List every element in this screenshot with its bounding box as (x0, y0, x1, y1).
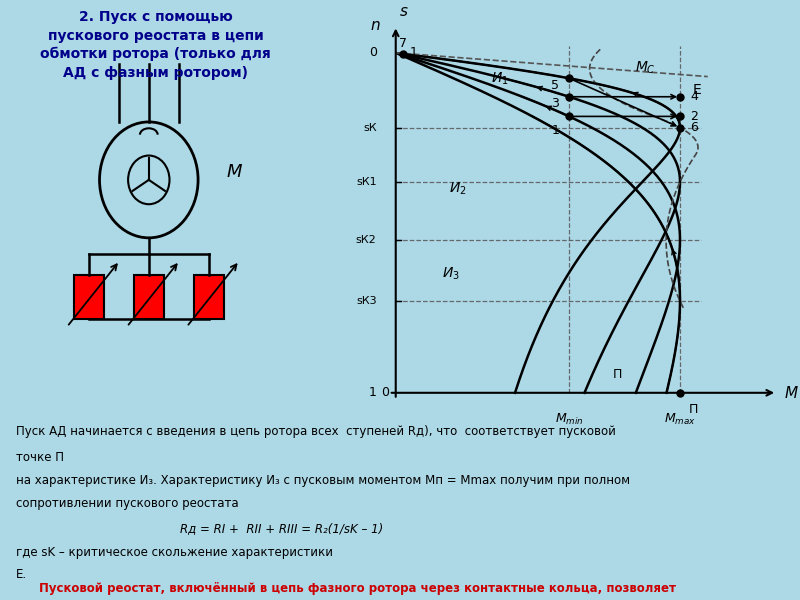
Text: $M_C$: $M_C$ (635, 60, 656, 76)
Text: П: П (613, 368, 622, 380)
Text: 0: 0 (381, 386, 389, 400)
Text: М: М (226, 163, 242, 181)
Text: 1: 1 (551, 124, 559, 137)
Text: на характеристике И₃. Характеристику И₃ с пусковым моментом Мп = Мmax получим пр: на характеристике И₃. Характеристику И₃ … (16, 474, 630, 487)
Text: 3: 3 (551, 97, 559, 110)
Bar (194, 275, 224, 319)
Text: $M_{max}$: $M_{max}$ (664, 412, 696, 427)
Text: 0: 0 (369, 46, 377, 59)
Text: Пусковой реостат, включённый в цепь фазного ротора через контактные кольца, позв: Пусковой реостат, включённый в цепь фазн… (39, 582, 676, 595)
Text: sК2: sК2 (356, 235, 377, 245)
Text: $s$: $s$ (399, 4, 409, 19)
Text: 4: 4 (690, 90, 698, 103)
Text: 7: 7 (399, 37, 407, 50)
Bar (134, 275, 164, 319)
Text: Пуск АД начинается с введения в цепь ротора всех  ступеней Rд), что  соответству: Пуск АД начинается с введения в цепь рот… (16, 425, 616, 439)
Text: И$_2$: И$_2$ (450, 181, 467, 197)
Text: И$_3$: И$_3$ (442, 266, 460, 282)
Text: 2. Пуск с помощью
пускового реостата в цепи
обмотки ротора (только для
АД с фазн: 2. Пуск с помощью пускового реостата в ц… (41, 10, 271, 80)
Text: 6: 6 (690, 121, 698, 134)
Text: 5: 5 (551, 79, 559, 92)
Text: $n$: $n$ (370, 18, 380, 33)
Text: sК: sК (363, 122, 377, 133)
Text: П: П (689, 403, 698, 416)
Text: E: E (693, 83, 702, 97)
Text: $M$: $M$ (784, 385, 798, 401)
Text: Rд = RІ +  RІІ + RІІІ = R₂(1/sK – 1): Rд = RІ + RІІ + RІІІ = R₂(1/sK – 1) (181, 523, 384, 536)
Text: 1: 1 (369, 386, 377, 400)
Text: точке П: точке П (16, 451, 64, 464)
Text: sК1: sК1 (356, 177, 377, 187)
Text: И$_1$: И$_1$ (491, 70, 509, 86)
Text: 2: 2 (690, 110, 698, 123)
Text: $M_{min}$: $M_{min}$ (554, 412, 583, 427)
Text: где sK – критическое скольжение характеристики: где sK – критическое скольжение характер… (16, 546, 333, 559)
Text: сопротивлении пускового реостата: сопротивлении пускового реостата (16, 497, 238, 511)
Text: Е.: Е. (16, 568, 27, 581)
Text: 1: 1 (410, 46, 418, 59)
Bar (74, 275, 104, 319)
Text: sК3: sК3 (356, 296, 377, 306)
